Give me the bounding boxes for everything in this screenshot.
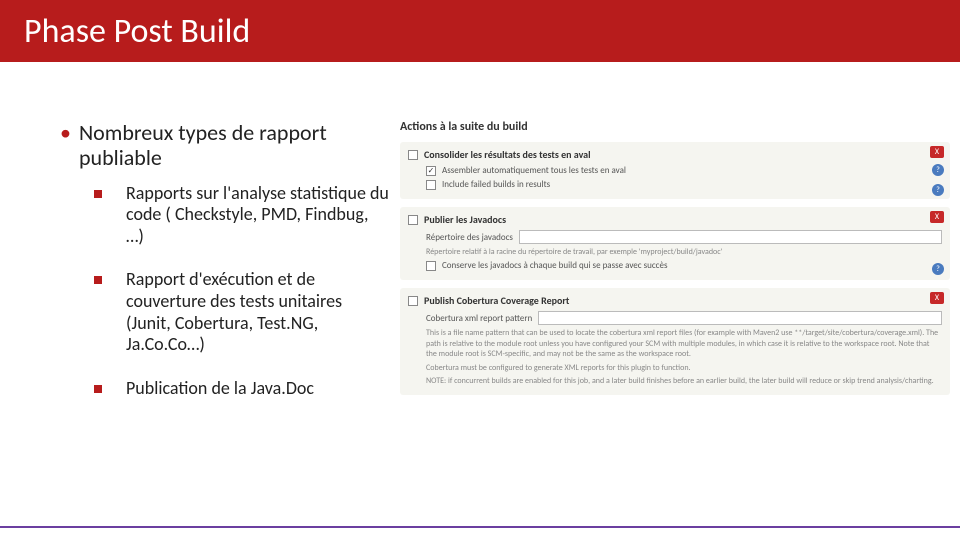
checkbox[interactable] (408, 150, 418, 160)
sub-item: Rapport d'exécution et de couverture des… (94, 269, 390, 355)
sub-text: Publication de la Java.Doc (126, 378, 314, 400)
delete-button[interactable]: X (930, 211, 944, 223)
sub-item: Publication de la Java.Doc (94, 378, 390, 400)
checkbox[interactable] (426, 261, 436, 271)
hint-text: Répertoire relatif à la racine du répert… (426, 247, 942, 257)
sub-text: Rapport d'exécution et de couverture des… (126, 269, 390, 355)
option-row: Include failed builds in results (426, 179, 942, 190)
section-heading: Actions à la suite du build (400, 120, 950, 134)
option-label: Assembler automatiquement tous les tests… (442, 165, 626, 176)
panel-header: Consolider les résultats des tests en av… (408, 148, 942, 161)
delete-button[interactable]: X (930, 292, 944, 304)
checkbox[interactable] (408, 296, 418, 306)
option-row: Assembler automatiquement tous les tests… (426, 165, 942, 176)
square-bullet-icon (94, 276, 102, 284)
input-row: Cobertura xml report pattern (426, 311, 942, 325)
title-bar: Phase Post Build (0, 0, 960, 62)
panel-title: Publish Cobertura Coverage Report (424, 294, 569, 307)
input-label: Répertoire des javadocs (426, 232, 513, 243)
square-bullet-icon (94, 385, 102, 393)
option-label: Include failed builds in results (442, 179, 550, 190)
panel-title: Consolider les résultats des tests en av… (424, 148, 591, 161)
input-row: Répertoire des javadocs (426, 230, 942, 244)
text-input[interactable] (519, 230, 942, 244)
hint-text: Cobertura must be configured to generate… (426, 363, 942, 373)
jenkins-screenshot: Actions à la suite du build X ? ? Consol… (400, 120, 950, 403)
hint-text: NOTE: if concurrent builds are enabled f… (426, 376, 942, 386)
panel-javadocs: X ? Publier les Javadocs Répertoire des … (400, 207, 950, 280)
bullet-dot: • (60, 120, 71, 171)
help-icon[interactable]: ? (932, 164, 944, 176)
square-bullet-icon (94, 190, 102, 198)
sub-text: Rapports sur l'analyse statistique du co… (126, 183, 390, 248)
sub-list: Rapports sur l'analyse statistique du co… (94, 183, 390, 400)
main-bullet-text: Nombreux types de rapport publiable (79, 120, 390, 171)
panel-header: Publish Cobertura Coverage Report (408, 294, 942, 307)
slide-title: Phase Post Build (24, 11, 250, 52)
sub-item: Rapports sur l'analyse statistique du co… (94, 183, 390, 248)
panel-consolidate: X ? ? Consolider les résultats des tests… (400, 142, 950, 199)
panel-header: Publier les Javadocs (408, 213, 942, 226)
panel-cobertura: X Publish Cobertura Coverage Report Cobe… (400, 288, 950, 395)
hint-text: This is a file name pattern that can be … (426, 328, 942, 359)
option-row: Conserve les javadocs à chaque build qui… (426, 260, 942, 271)
help-icon[interactable]: ? (932, 184, 944, 196)
option-label: Conserve les javadocs à chaque build qui… (442, 260, 667, 271)
text-input[interactable] (538, 311, 942, 325)
checkbox[interactable] (426, 166, 436, 176)
footer-divider (0, 526, 960, 528)
input-label: Cobertura xml report pattern (426, 313, 532, 324)
checkbox[interactable] (426, 180, 436, 190)
main-bullet: • Nombreux types de rapport publiable (60, 120, 390, 171)
panel-title: Publier les Javadocs (424, 213, 506, 226)
delete-button[interactable]: X (930, 146, 944, 158)
help-icon[interactable]: ? (932, 263, 944, 275)
text-content: • Nombreux types de rapport publiable Ra… (60, 120, 390, 421)
checkbox[interactable] (408, 215, 418, 225)
